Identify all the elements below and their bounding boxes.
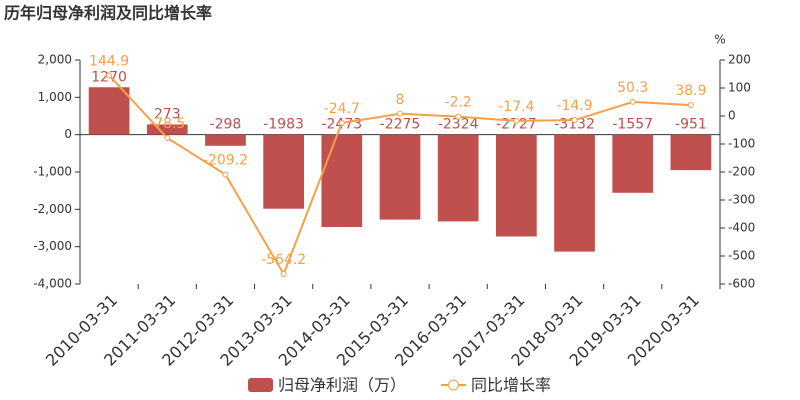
y-tick-label: 2,000 xyxy=(38,53,72,67)
line-point xyxy=(164,134,171,141)
bar-value-label: 273 xyxy=(154,106,181,122)
y2-tick-label: -300 xyxy=(728,193,755,207)
line-value-label: -14.9 xyxy=(556,98,592,114)
bar-value-label: -1557 xyxy=(612,117,653,133)
chart-title: 历年归母净利润及同比增长率 xyxy=(4,4,212,23)
bar xyxy=(263,134,304,209)
line-value-label: -17.4 xyxy=(498,99,534,115)
y2-tick-label: -200 xyxy=(728,165,755,179)
bar xyxy=(88,87,130,135)
bar xyxy=(379,134,421,220)
y2-tick-label: -400 xyxy=(728,221,755,235)
line-point xyxy=(338,119,345,126)
y2-tick-label: -100 xyxy=(728,137,755,151)
line-point xyxy=(280,270,287,277)
line-value-label: -2.2 xyxy=(445,95,472,111)
y-tick-label: -4,000 xyxy=(33,277,72,291)
y-tick-label: -2,000 xyxy=(33,202,72,216)
line-point xyxy=(222,171,229,178)
bar-value-label: -951 xyxy=(675,117,707,133)
y2-tick-label: 200 xyxy=(728,53,751,67)
line-point xyxy=(513,117,520,124)
bar xyxy=(146,124,188,135)
line-value-label: 8 xyxy=(396,92,405,108)
line-value-label: 38.9 xyxy=(675,83,706,99)
legend-label: 同比增长率 xyxy=(471,376,551,395)
y-tick-label: -3,000 xyxy=(33,239,72,253)
line-point xyxy=(687,102,694,109)
y2-tick-label: 100 xyxy=(728,81,751,95)
legend-swatch xyxy=(248,378,273,392)
line-point xyxy=(397,110,403,117)
legend-swatch-point xyxy=(448,379,460,391)
line-point xyxy=(455,113,462,120)
y2-tick-label: -500 xyxy=(728,249,755,263)
y2-axis-label: % xyxy=(714,33,725,47)
y2-tick-label: 0 xyxy=(728,109,736,123)
bar xyxy=(670,134,712,171)
bar xyxy=(612,134,654,193)
bar xyxy=(496,134,537,237)
line-value-label: -564.2 xyxy=(261,252,306,268)
line-point xyxy=(629,98,636,105)
line-point xyxy=(106,72,113,79)
bar xyxy=(205,134,246,146)
line-value-label: 50.3 xyxy=(617,80,648,96)
y-tick-label: -1,000 xyxy=(33,165,72,179)
legend-label: 归母净利润（万） xyxy=(278,376,406,395)
bar xyxy=(554,134,595,252)
line-value-label: -24.7 xyxy=(324,101,360,117)
line-value-label: -209.2 xyxy=(203,153,248,169)
bar-value-label: -1983 xyxy=(263,117,304,133)
y-tick-label: 0 xyxy=(64,127,72,141)
y2-tick-label: -600 xyxy=(728,277,755,291)
bar-value-label: -2324 xyxy=(438,117,479,133)
line-point xyxy=(571,117,578,124)
bar-value-label: -2275 xyxy=(380,117,421,133)
y-tick-label: 1,000 xyxy=(38,90,72,104)
line-value-label: 144.9 xyxy=(89,53,129,69)
bar-value-label: -298 xyxy=(210,117,242,133)
line-value-label: -78.5 xyxy=(149,116,185,132)
bar xyxy=(321,134,363,227)
bar xyxy=(437,134,479,222)
